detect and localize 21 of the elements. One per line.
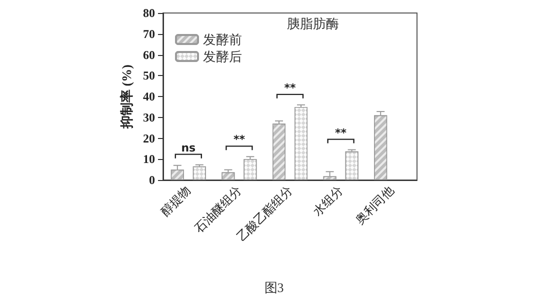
y-tick-label: 60 — [143, 48, 155, 62]
y-tick-label: 10 — [143, 152, 155, 166]
legend-label: 发酵后 — [203, 49, 242, 64]
y-tick-label: 80 — [143, 6, 155, 20]
y-tick-label: 50 — [143, 68, 155, 83]
annotation: ns — [181, 141, 196, 154]
y-tick-label: 40 — [143, 90, 155, 104]
y-tick-label: 0 — [149, 173, 155, 187]
y-tick-label: 30 — [143, 110, 155, 124]
y-axis-title: 抑制率 (%) — [119, 64, 134, 130]
annotation: ** — [284, 81, 296, 94]
y-tick-label: 70 — [143, 26, 155, 41]
annotation: ** — [233, 133, 246, 146]
legend-label: 发酵前 — [203, 32, 242, 47]
annotation: ** — [335, 126, 347, 140]
chart-title: 胰脂肪酶 — [287, 16, 339, 31]
caption: 图3 — [264, 280, 284, 295]
x-tick-label: 水组分 — [310, 183, 346, 218]
x-tick-label: 醇提物 — [158, 183, 194, 218]
x-tick-label: 奥利司他 — [352, 183, 397, 227]
y-tick-label: 20 — [143, 131, 155, 146]
